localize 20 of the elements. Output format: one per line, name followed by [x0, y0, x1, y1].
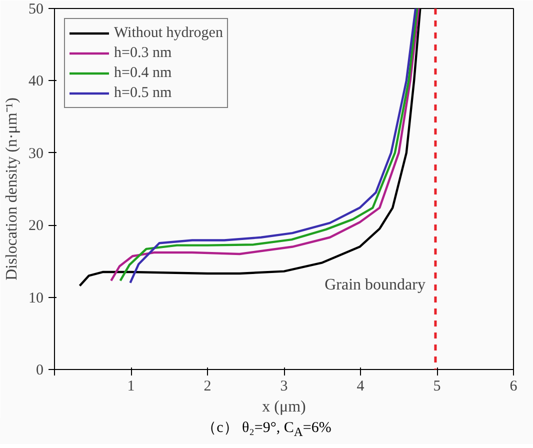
y-tick-label: 40 — [28, 74, 44, 90]
y-tick-label: 50 — [28, 2, 44, 18]
x-tick-label: 1 — [127, 378, 135, 394]
x-tick-label: 2 — [204, 378, 212, 394]
x-tick-label: 4 — [356, 378, 365, 394]
y-axis-title: Dislocation density (n·μm⁻¹) — [4, 98, 20, 280]
text: （c） θ₂=9°, C$_{A}$=6% — [202, 419, 332, 441]
x-tick-label: 3 — [280, 378, 288, 394]
y-tick-label: 10 — [28, 290, 44, 306]
x-tick-label: 6 — [510, 378, 518, 394]
x-axis-title: x (μm) — [262, 398, 306, 416]
ref-line-label: Grain boundary — [324, 276, 426, 294]
y-tick-label: 20 — [28, 218, 44, 234]
legend-label: h=0.3 nm — [114, 44, 172, 62]
y-tick-label: 0 — [36, 362, 44, 378]
y-tick-label: 30 — [28, 146, 44, 162]
x-tick-label: 5 — [433, 378, 441, 394]
legend-label: h=0.4 nm — [114, 64, 172, 82]
legend-label: Without hydrogen — [114, 24, 223, 42]
legend-label: h=0.5 nm — [114, 84, 172, 102]
